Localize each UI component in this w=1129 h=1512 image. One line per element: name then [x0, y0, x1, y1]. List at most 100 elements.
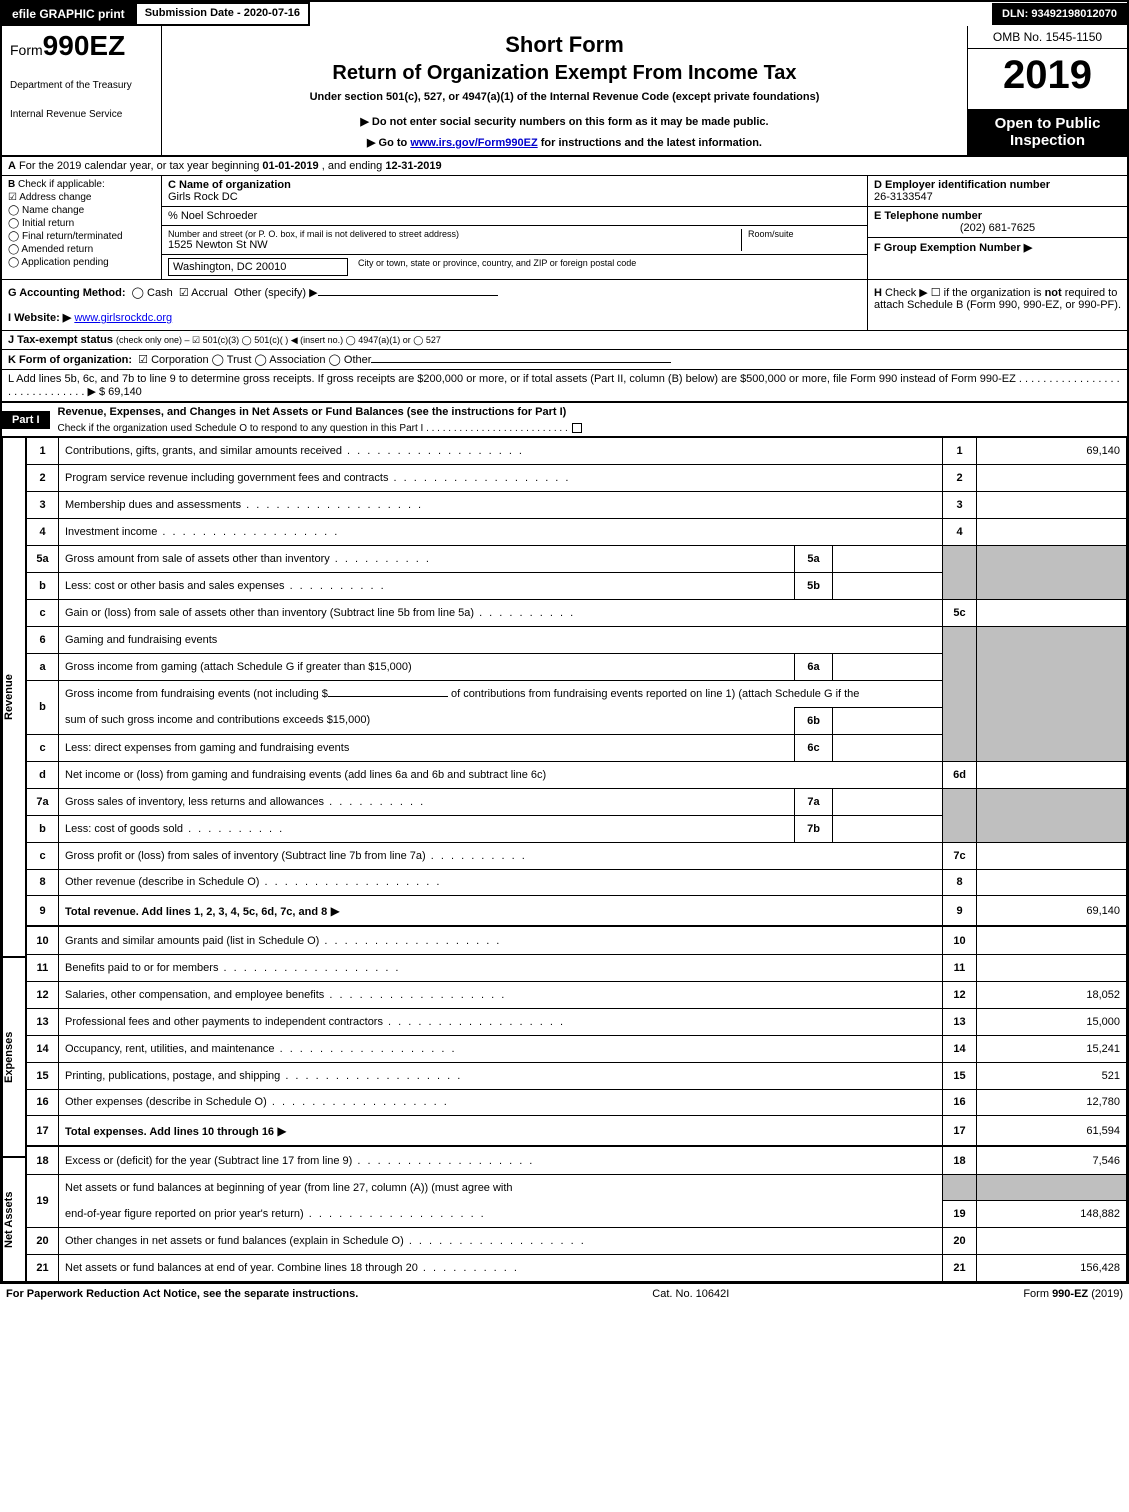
r7b-mid: 7b — [795, 815, 833, 842]
r15-amt: 521 — [977, 1062, 1127, 1089]
r3-d: Membership dues and assessments — [59, 491, 943, 518]
side-netassets: Net Assets — [2, 1157, 26, 1282]
l-amt: 69,140 — [108, 386, 142, 398]
line-k: K Form of organization: ☑ Corporation ◯ … — [2, 350, 1127, 370]
r5b-n: b — [27, 572, 59, 599]
row-17: 17 Total expenses. Add lines 10 through … — [27, 1116, 1127, 1147]
r17-rn: 17 — [943, 1116, 977, 1147]
r6d-n: d — [27, 761, 59, 788]
r4-d: Investment income — [59, 518, 943, 545]
r15-d: Printing, publications, postage, and shi… — [59, 1062, 943, 1089]
r10-rn: 10 — [943, 926, 977, 954]
efile-button[interactable]: efile GRAPHIC print — [2, 2, 135, 26]
r9-d: Total revenue. Add lines 1, 2, 3, 4, 5c,… — [59, 896, 943, 927]
e-val: (202) 681-7625 — [874, 222, 1121, 234]
r12-d: Salaries, other compensation, and employ… — [59, 981, 943, 1008]
c-label: C Name of organization — [168, 179, 861, 191]
c-room-label: Room/suite — [741, 229, 861, 251]
r5c-rn: 5c — [943, 599, 977, 626]
r6d-rn: 6d — [943, 761, 977, 788]
row-7c: c Gross profit or (loss) from sales of i… — [27, 842, 1127, 869]
r7-gray — [943, 788, 977, 842]
r20-rn: 20 — [943, 1227, 977, 1254]
line-a-mid: , and ending — [319, 160, 386, 172]
r7b-d: Less: cost of goods sold — [59, 815, 795, 842]
r11-amt — [977, 954, 1127, 981]
part1-header: Part I Revenue, Expenses, and Changes in… — [2, 401, 1127, 437]
r1-d: Contributions, gifts, grants, and simila… — [59, 438, 943, 465]
r6-n: 6 — [27, 626, 59, 653]
row-21: 21 Net assets or fund balances at end of… — [27, 1254, 1127, 1281]
r21-d: Net assets or fund balances at end of ye… — [59, 1254, 943, 1281]
r19-d: Net assets or fund balances at beginning… — [59, 1174, 943, 1200]
g-accrual[interactable]: Accrual — [191, 287, 228, 299]
r8-d: Other revenue (describe in Schedule O) — [59, 869, 943, 896]
website-link[interactable]: www.girlsrockdc.org — [74, 312, 172, 324]
row-10: 10 Grants and similar amounts paid (list… — [27, 926, 1127, 954]
r9-rn: 9 — [943, 896, 977, 927]
submission-date: Submission Date - 2020-07-16 — [135, 2, 310, 26]
dln-label: DLN: 93492198012070 — [992, 3, 1127, 25]
r17-d: Total expenses. Add lines 10 through 16 — [59, 1116, 943, 1147]
short-form-title: Short Form — [168, 32, 961, 58]
r18-amt: 7,546 — [977, 1146, 1127, 1174]
row-6: 6 Gaming and fundraising events — [27, 626, 1127, 653]
j-note: (check only one) – ☑ 501(c)(3) ◯ 501(c)(… — [116, 335, 441, 345]
row-16: 16 Other expenses (describe in Schedule … — [27, 1089, 1127, 1116]
r16-n: 16 — [27, 1089, 59, 1116]
chk-initial-return[interactable]: ◯ Initial return — [8, 218, 155, 229]
h-text1: Check ▶ ☐ if the organization is — [885, 287, 1045, 299]
row-18: 18 Excess or (deficit) for the year (Sub… — [27, 1146, 1127, 1174]
d-val: 26-3133547 — [874, 191, 1121, 203]
g-cash[interactable]: Cash — [147, 287, 173, 299]
r20-amt — [977, 1227, 1127, 1254]
row-14: 14 Occupancy, rent, utilities, and maint… — [27, 1035, 1127, 1062]
r14-n: 14 — [27, 1035, 59, 1062]
r18-rn: 18 — [943, 1146, 977, 1174]
omb-number: OMB No. 1545-1150 — [968, 26, 1127, 49]
r16-rn: 16 — [943, 1089, 977, 1116]
goto-link[interactable]: www.irs.gov/Form990EZ — [410, 137, 537, 149]
r7a-n: 7a — [27, 788, 59, 815]
part1-body: Revenue Expenses Net Assets 1 Contributi… — [2, 437, 1127, 1282]
r6a-d: Gross income from gaming (attach Schedul… — [59, 653, 795, 680]
section-gh: G Accounting Method: ◯ Cash ☑ Accrual Ot… — [2, 280, 1127, 331]
r6-d: Gaming and fundraising events — [59, 626, 943, 653]
r6d-d: Net income or (loss) from gaming and fun… — [59, 761, 943, 788]
side-revenue: Revenue — [2, 437, 26, 957]
r5c-amt — [977, 599, 1127, 626]
r5c-d: Gain or (loss) from sale of assets other… — [59, 599, 943, 626]
r3-n: 3 — [27, 491, 59, 518]
r13-n: 13 — [27, 1008, 59, 1035]
r19-gray2 — [977, 1174, 1127, 1200]
r10-n: 10 — [27, 926, 59, 954]
chk-application-pending[interactable]: ◯ Application pending — [8, 257, 155, 268]
r14-amt: 15,241 — [977, 1035, 1127, 1062]
chk-amended-return[interactable]: ◯ Amended return — [8, 244, 155, 255]
chk-address-change[interactable]: ☑ Address change — [8, 192, 155, 203]
col-b: B Check if applicable: ☑ Address change … — [2, 176, 162, 279]
row-7a: 7a Gross sales of inventory, less return… — [27, 788, 1127, 815]
col-c: C Name of organization Girls Rock DC % N… — [162, 176, 867, 279]
section-bcdef: B Check if applicable: ☑ Address change … — [2, 176, 1127, 280]
r19-n: 19 — [27, 1174, 59, 1227]
r13-d: Professional fees and other payments to … — [59, 1008, 943, 1035]
r7c-rn: 7c — [943, 842, 977, 869]
r9-amt: 69,140 — [977, 896, 1127, 927]
r12-amt: 18,052 — [977, 981, 1127, 1008]
r21-amt: 156,428 — [977, 1254, 1127, 1281]
r15-n: 15 — [27, 1062, 59, 1089]
part1-checkbox[interactable] — [572, 423, 582, 433]
dept-treasury: Department of the Treasury — [10, 80, 153, 91]
r5a-d: Gross amount from sale of assets other t… — [59, 545, 795, 572]
r7c-d: Gross profit or (loss) from sales of inv… — [59, 842, 943, 869]
tax-year: 2019 — [968, 49, 1127, 109]
chk-final-return[interactable]: ◯ Final return/terminated — [8, 231, 155, 242]
part1-check-text: Check if the organization used Schedule … — [58, 423, 568, 434]
row-19a: 19 Net assets or fund balances at beginn… — [27, 1174, 1127, 1200]
r15-rn: 15 — [943, 1062, 977, 1089]
r7a-midval — [833, 788, 943, 815]
r10-amt — [977, 926, 1127, 954]
chk-name-change[interactable]: ◯ Name change — [8, 205, 155, 216]
r2-rn: 2 — [943, 464, 977, 491]
